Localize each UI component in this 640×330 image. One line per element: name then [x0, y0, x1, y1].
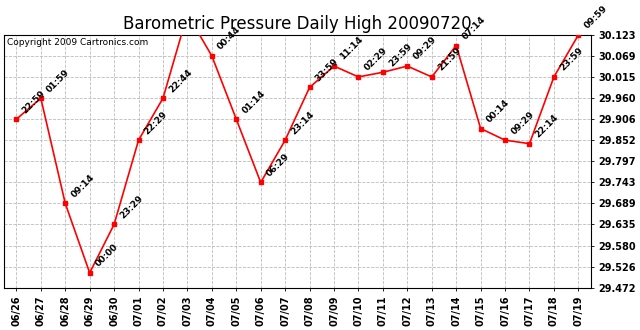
Text: 11:14: 11:14	[338, 35, 365, 62]
Text: 22:59: 22:59	[20, 88, 47, 115]
Text: 07:14: 07:14	[460, 15, 487, 41]
Text: 00:14: 00:14	[484, 98, 511, 124]
Text: 22:29: 22:29	[143, 109, 170, 136]
Text: 10:14: 10:14	[0, 329, 1, 330]
Text: 09:14: 09:14	[69, 173, 96, 199]
Text: 22:14: 22:14	[534, 113, 561, 140]
Text: 21:59: 21:59	[436, 46, 463, 73]
Text: 09:29: 09:29	[412, 35, 438, 62]
Text: 23:59: 23:59	[387, 41, 413, 68]
Text: 09:29: 09:29	[509, 109, 536, 136]
Text: 00:44: 00:44	[216, 25, 243, 52]
Text: 23:59: 23:59	[558, 46, 585, 73]
Title: Barometric Pressure Daily High 20090720: Barometric Pressure Daily High 20090720	[123, 16, 472, 33]
Text: 23:29: 23:29	[118, 193, 145, 220]
Text: 33:59: 33:59	[314, 56, 340, 83]
Text: 23:14: 23:14	[289, 109, 316, 136]
Text: 22:44: 22:44	[167, 67, 194, 94]
Text: 09:59: 09:59	[582, 4, 609, 31]
Text: 02:29: 02:29	[363, 46, 389, 73]
Text: 01:14: 01:14	[241, 88, 267, 115]
Text: 06:29: 06:29	[265, 152, 291, 178]
Text: Copyright 2009 Cartronics.com: Copyright 2009 Cartronics.com	[7, 38, 148, 47]
Text: 00:00: 00:00	[94, 243, 120, 269]
Text: 01:59: 01:59	[45, 68, 72, 94]
